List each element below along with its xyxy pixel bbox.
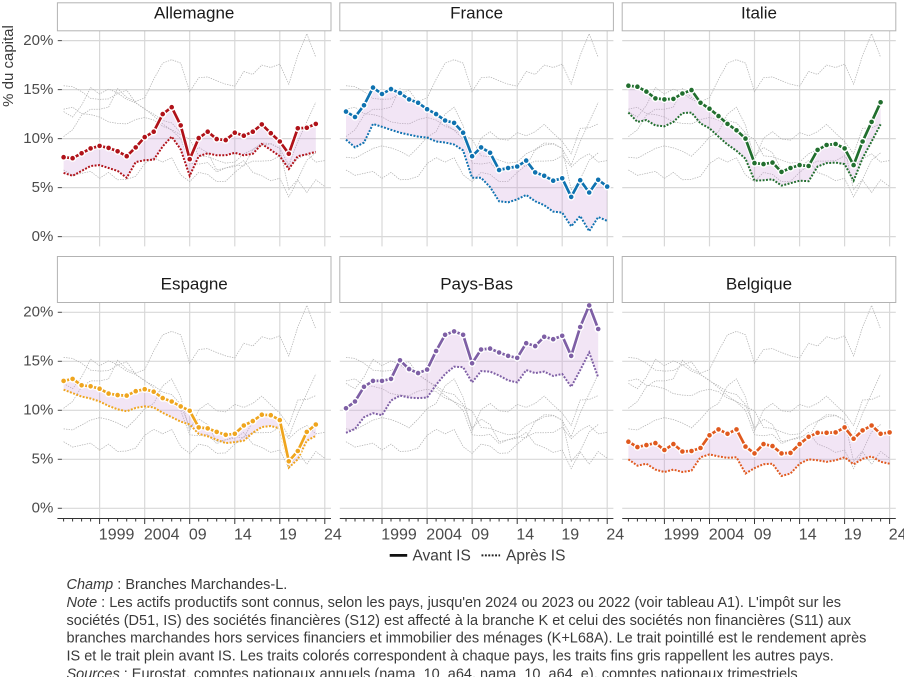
svg-text:2004: 2004 [709, 527, 745, 544]
svg-text:Allemagne: Allemagne [154, 3, 234, 22]
svg-text:20%: 20% [23, 304, 53, 321]
svg-text:sociétés (D51, IS) des société: sociétés (D51, IS) des sociétés financiè… [67, 613, 852, 629]
svg-text:2004: 2004 [144, 527, 180, 544]
svg-text:14: 14 [516, 527, 534, 544]
svg-text:09: 09 [471, 527, 489, 544]
svg-text:5%: 5% [32, 451, 54, 468]
svg-text:10%: 10% [23, 402, 53, 419]
svg-text:15%: 15% [23, 353, 53, 370]
svg-text:Belgique: Belgique [726, 274, 792, 293]
svg-text:10%: 10% [23, 130, 53, 147]
svg-text:19: 19 [844, 527, 862, 544]
svg-text:19: 19 [561, 527, 579, 544]
svg-text:1999: 1999 [99, 527, 135, 544]
svg-text:% du capital: % du capital [0, 25, 17, 107]
svg-text:24: 24 [889, 527, 904, 544]
svg-text:1999: 1999 [664, 527, 700, 544]
svg-text:2004: 2004 [426, 527, 462, 544]
svg-text:09: 09 [754, 527, 772, 544]
svg-text:Après IS: Après IS [506, 548, 565, 565]
svg-text:Champ : Branches Marchandes-L.: Champ : Branches Marchandes-L. [67, 577, 288, 593]
svg-text:France: France [450, 3, 503, 22]
svg-text:14: 14 [234, 527, 252, 544]
svg-text:IS et le trait plein avant IS.: IS et le trait plein avant IS. Les trait… [67, 649, 834, 665]
svg-text:Sources : Eurostat, comptes na: Sources : Eurostat, comptes nationaux an… [67, 667, 798, 678]
svg-text:0%: 0% [32, 500, 54, 517]
svg-text:14: 14 [799, 527, 817, 544]
svg-text:5%: 5% [32, 179, 54, 196]
svg-text:Note : Les actifs productifs s: Note : Les actifs productifs sont connus… [67, 595, 842, 611]
svg-text:19: 19 [279, 527, 297, 544]
svg-text:15%: 15% [23, 81, 53, 98]
svg-text:branches marchandes hors servi: branches marchandes hors services financ… [67, 631, 867, 647]
svg-text:Espagne: Espagne [161, 274, 228, 293]
svg-text:09: 09 [189, 527, 207, 544]
svg-text:24: 24 [606, 527, 624, 544]
svg-text:0%: 0% [32, 228, 54, 245]
svg-text:Pays-Bas: Pays-Bas [440, 274, 513, 293]
svg-text:20%: 20% [23, 32, 53, 49]
svg-text:Avant IS: Avant IS [413, 548, 471, 565]
svg-text:Italie: Italie [741, 3, 777, 22]
svg-text:24: 24 [324, 527, 342, 544]
svg-text:1999: 1999 [381, 527, 417, 544]
